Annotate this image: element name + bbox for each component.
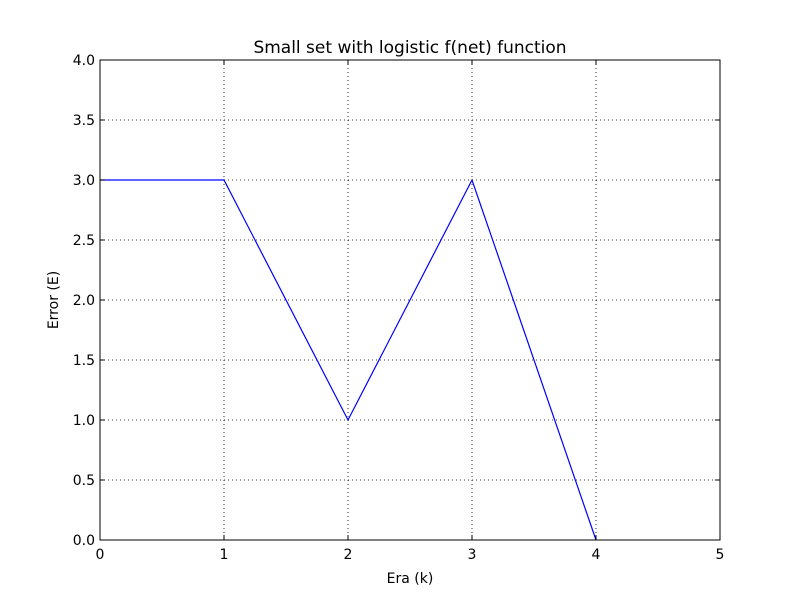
x-tick-labels: 0 1 2 3 4 5 xyxy=(96,547,725,563)
y-tick-labels: 0.0 0.5 1.0 1.5 2.0 2.5 3.0 3.5 4.0 xyxy=(73,53,95,549)
y-tick-label: 3.5 xyxy=(73,113,95,129)
y-tick-label: 3.0 xyxy=(73,173,95,189)
x-tick-label: 3 xyxy=(468,547,477,563)
y-tick-label: 1.0 xyxy=(73,413,95,429)
x-tick-label: 4 xyxy=(592,547,601,563)
y-tick-label: 4.0 xyxy=(73,53,95,69)
series-line-0 xyxy=(100,178,597,541)
x-tick-label: 2 xyxy=(344,547,353,563)
y-tick-label: 2.0 xyxy=(73,293,95,309)
x-tick-label: 5 xyxy=(716,547,725,563)
x-axis-label: Era (k) xyxy=(387,571,434,587)
x-tick-label: 0 xyxy=(96,547,105,563)
grid xyxy=(100,60,720,540)
ticks xyxy=(99,59,721,541)
x-tick-label: 1 xyxy=(220,547,229,563)
chart-title: Small set with logistic f(net) function xyxy=(253,38,566,58)
series-layer xyxy=(100,178,597,541)
y-tick-label: 2.5 xyxy=(73,233,95,249)
y-tick-label: 0.0 xyxy=(73,533,95,549)
y-tick-label: 0.5 xyxy=(73,473,95,489)
y-tick-label: 1.5 xyxy=(73,353,95,369)
y-axis-label: Error (E) xyxy=(46,271,62,329)
